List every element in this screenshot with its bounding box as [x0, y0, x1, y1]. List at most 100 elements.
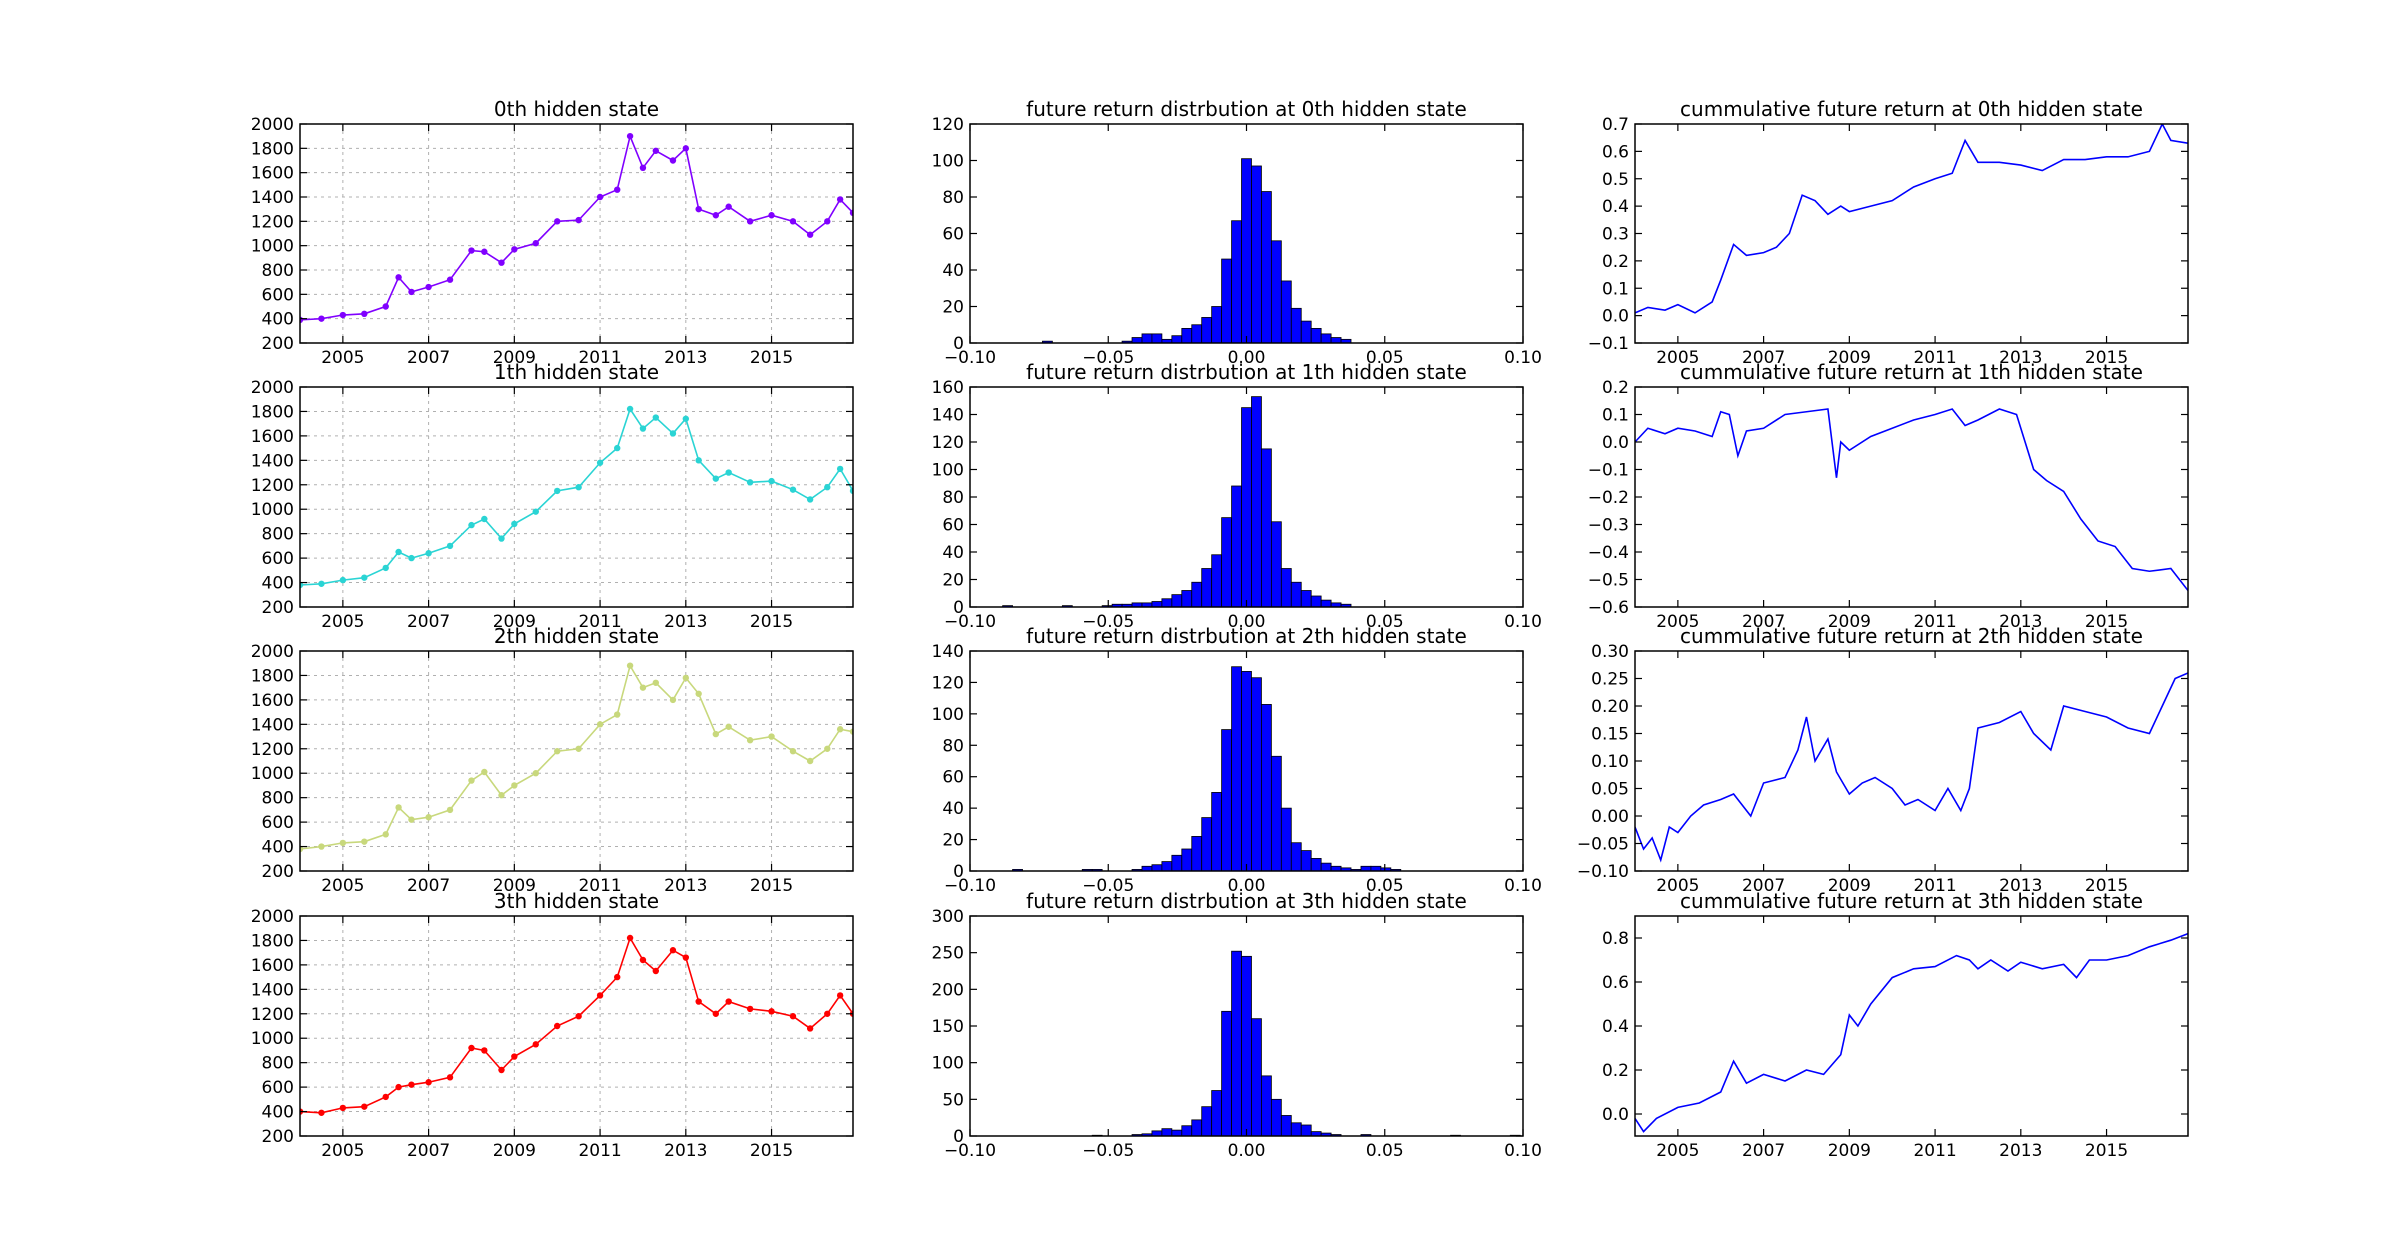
x-tick-label: 2005 [321, 612, 364, 632]
y-tick-label: 2000 [251, 907, 294, 927]
data-point [626, 405, 634, 413]
y-tick-label: −0.3 [1588, 516, 1629, 536]
plot-area [1635, 124, 2188, 314]
data-point [614, 444, 621, 452]
histogram-bar [1251, 396, 1262, 607]
y-tick-label: 200 [262, 598, 294, 618]
histogram-bar [1270, 755, 1282, 871]
series-line [1635, 932, 2188, 1133]
histogram-bar [1171, 1129, 1183, 1136]
histogram-bar [1340, 603, 1352, 607]
histogram-bar [1320, 862, 1332, 871]
histogram-bar [1161, 1128, 1173, 1136]
data-point [498, 1066, 505, 1074]
x-tick-label: 0.00 [1228, 612, 1266, 632]
y-tick-label: 0.8 [1602, 929, 1629, 949]
x-tick-label: 2015 [2085, 348, 2128, 368]
data-point [639, 956, 647, 964]
data-point [425, 1079, 432, 1086]
y-tick-label: 1600 [251, 691, 294, 711]
y-tick-label: 0 [953, 1127, 964, 1147]
histogram-bar [1131, 337, 1143, 343]
x-tick-label: −0.10 [944, 1141, 996, 1161]
histogram-bar [1231, 950, 1242, 1136]
histogram-bar [1300, 590, 1312, 607]
histogram-bar [1270, 240, 1282, 343]
y-tick-label: 1400 [251, 451, 294, 471]
y-tick-label: 80 [942, 736, 964, 756]
x-tick-label: 2013 [664, 348, 707, 368]
y-tick-label: 150 [932, 1017, 964, 1037]
panel-title: 2th hidden state [494, 624, 659, 648]
x-tick-label: 2005 [321, 1141, 364, 1161]
x-tick-label: 2009 [493, 348, 536, 368]
histogram-bar [1300, 320, 1312, 343]
x-tick-label: 2005 [1656, 348, 1699, 368]
data-point [481, 248, 488, 255]
data-point [695, 998, 702, 1005]
x-tick-label: 2013 [664, 876, 707, 896]
histogram-bar [1280, 807, 1292, 871]
data-point [596, 459, 604, 466]
data-point [481, 1047, 488, 1054]
y-tick-label: 0.6 [1602, 142, 1629, 162]
data-point [652, 414, 660, 421]
plot-area [1635, 932, 2188, 1133]
axes-frame [1634, 915, 2189, 1137]
y-tick-label: 80 [942, 488, 964, 508]
x-tick-label: 2007 [1742, 1141, 1785, 1161]
data-point [511, 782, 518, 789]
histogram-bar [1390, 869, 1402, 871]
histogram-bar [1241, 671, 1252, 871]
data-point [695, 205, 702, 213]
data-point [746, 218, 754, 225]
histogram-bar [1211, 554, 1223, 607]
series-line [1635, 408, 2188, 591]
data-point [682, 954, 690, 961]
data-point [425, 550, 432, 557]
data-point [836, 992, 844, 999]
data-point [849, 487, 853, 495]
data-point [712, 475, 720, 482]
y-tick-label: 1800 [251, 402, 294, 422]
histogram-bar [1300, 850, 1312, 871]
panel-1-2: 2005 2007 2009 2011 2013 2015 −0.6 −0.5 −0.4 −0.3… [1588, 360, 2189, 632]
y-tick-label: 400 [262, 838, 294, 858]
histogram-bar [1191, 324, 1203, 343]
histogram-bar [1340, 338, 1352, 343]
axes-frame [1634, 650, 2189, 872]
x-tick-label: 2007 [1742, 348, 1785, 368]
panel-1-0: 2005 2007 2009 2011 2013 2015 200 400 600 800 1000… [251, 360, 854, 632]
y-tick-label: 1800 [251, 666, 294, 686]
data-point [339, 1104, 347, 1112]
histogram-bar [1290, 1122, 1302, 1136]
x-tick-label: 2005 [321, 348, 364, 368]
y-tick-label: 400 [262, 310, 294, 330]
data-point [532, 240, 539, 247]
data-point [746, 479, 754, 486]
y-tick-label: 600 [262, 1078, 294, 1098]
x-tick-label: 2009 [493, 612, 536, 632]
y-tick-label: 140 [932, 642, 964, 662]
plot-area [300, 662, 853, 853]
data-point [408, 816, 415, 823]
data-point [498, 535, 505, 542]
y-tick-label: 2000 [251, 378, 294, 398]
histogram-bar [1141, 333, 1153, 343]
y-tick-label: 0.10 [1591, 752, 1629, 772]
data-point [382, 1093, 389, 1101]
data-point [318, 843, 325, 850]
histogram-bar [1151, 864, 1163, 871]
x-tick-label: 2011 [1913, 876, 1956, 896]
x-tick-label: 2009 [493, 876, 536, 896]
x-tick-label: 2007 [407, 612, 450, 632]
data-point [626, 934, 634, 942]
histogram-bar [1261, 448, 1272, 607]
axes-frame [299, 650, 854, 872]
data-point [554, 487, 561, 495]
data-point [596, 992, 604, 999]
panel-0-2: 2005 2007 2009 2011 2013 2015 −0.1 0.0 0.1 0.2 0.3… [1588, 97, 2189, 368]
y-tick-label: 160 [932, 378, 964, 398]
x-tick-label: −0.10 [944, 348, 996, 368]
panel-title: cummulative future return at 0th hidden … [1680, 97, 2143, 121]
